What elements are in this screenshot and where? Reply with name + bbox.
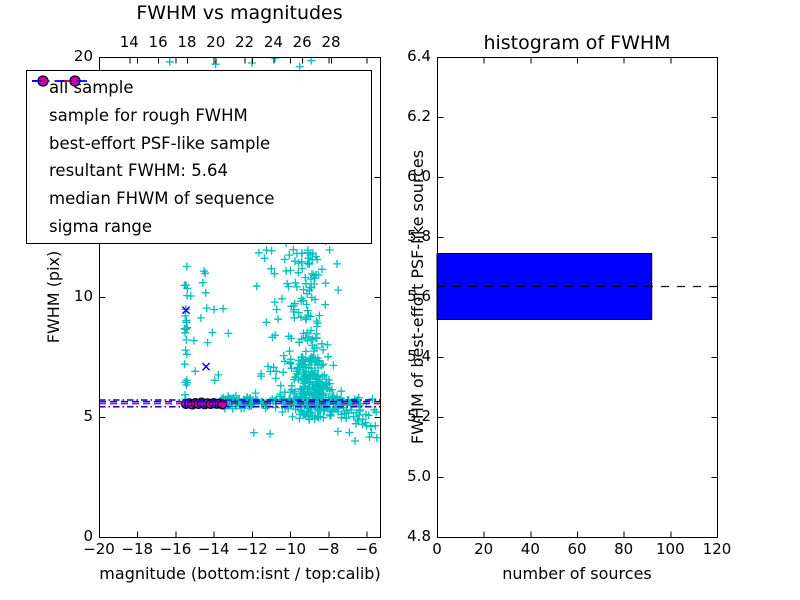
left-x-tick-label: −8 — [317, 540, 340, 558]
left-y-tick-label: 5 — [83, 407, 93, 425]
reference-lines — [99, 399, 380, 408]
right-x-tick-label: 40 — [520, 540, 540, 558]
left-x-tick-label: −20 — [83, 540, 115, 558]
left-x-tick-label: −6 — [355, 540, 378, 558]
left-x-tick-label: −10 — [274, 540, 306, 558]
top-x-tick-label: 22 — [234, 33, 255, 51]
left-y-tick-label: 20 — [73, 47, 93, 65]
left-x-tick-label: −14 — [197, 540, 230, 558]
right-x-tick-label: 120 — [702, 540, 732, 558]
left-y-tick-label: 10 — [73, 287, 93, 305]
right-y-tick-label: 5.6 — [407, 287, 431, 305]
top-x-tick-label: 26 — [292, 33, 312, 51]
left-plot-xlabel: magnitude (bottom:isnt / top:calib) — [99, 564, 381, 583]
top-x-tick-label: 16 — [148, 33, 168, 51]
left-plot-data-layer — [99, 57, 380, 445]
legend-label: resultant FWHM: 5.64 — [49, 161, 228, 181]
right-x-tick-label: 80 — [614, 540, 634, 558]
top-x-tick-label: 14 — [119, 33, 139, 51]
left-x-tick-label: −18 — [121, 540, 154, 558]
right-x-tick-label: 100 — [656, 540, 685, 558]
left-x-tick-label: −12 — [236, 540, 268, 558]
top-x-tick-label: 18 — [177, 33, 197, 51]
right-y-tick-label: 5.8 — [407, 227, 431, 245]
right-x-tick-label: 60 — [567, 540, 587, 558]
legend-entry: resultant FWHM: 5.64 — [27, 80, 371, 184]
right-y-tick-label: 5.4 — [407, 347, 431, 365]
right-y-tick-label: 5.0 — [407, 467, 431, 485]
left-y-tick-label: 0 — [83, 527, 93, 545]
legend-label: sigma range — [49, 216, 153, 236]
right-y-tick-label: 4.8 — [407, 527, 431, 545]
right-plot-xlabel: number of sources — [502, 564, 652, 583]
legend-entry: median FHWM of sequence — [27, 80, 371, 212]
left-plot-title: FWHM vs magnitudes — [136, 2, 343, 24]
legend-label: median FHWM of sequence — [49, 188, 275, 208]
axes-frames — [99, 57, 718, 538]
top-x-tick-label: 28 — [321, 33, 341, 51]
legend-entry: sample for rough FWHM — [27, 76, 371, 129]
legend-entry: best-effort PSF-like sample — [27, 75, 371, 157]
right-y-tick-label: 5.2 — [407, 407, 431, 425]
right-x-tick-label: 0 — [432, 540, 442, 558]
legend-entry: sigma range — [27, 80, 371, 240]
right-y-tick-label: 6.4 — [407, 47, 431, 65]
top-x-tick-label: 20 — [206, 33, 226, 51]
top-x-tick-label: 24 — [263, 33, 283, 51]
legend: all sample sample for rough FWHM best-effo… — [26, 70, 372, 244]
right-y-tick-label: 6.2 — [407, 107, 431, 125]
legend-label: best-effort PSF-like sample — [49, 133, 271, 153]
legend-marker-dashdot-icon — [32, 80, 88, 82]
left-x-tick-label: −16 — [159, 540, 192, 558]
right-plot-title: histogram of FWHM — [483, 32, 671, 54]
legend-label: sample for rough FWHM — [49, 105, 248, 125]
right-x-tick-label: 20 — [474, 540, 494, 558]
right-y-tick-label: 6.0 — [407, 167, 431, 185]
